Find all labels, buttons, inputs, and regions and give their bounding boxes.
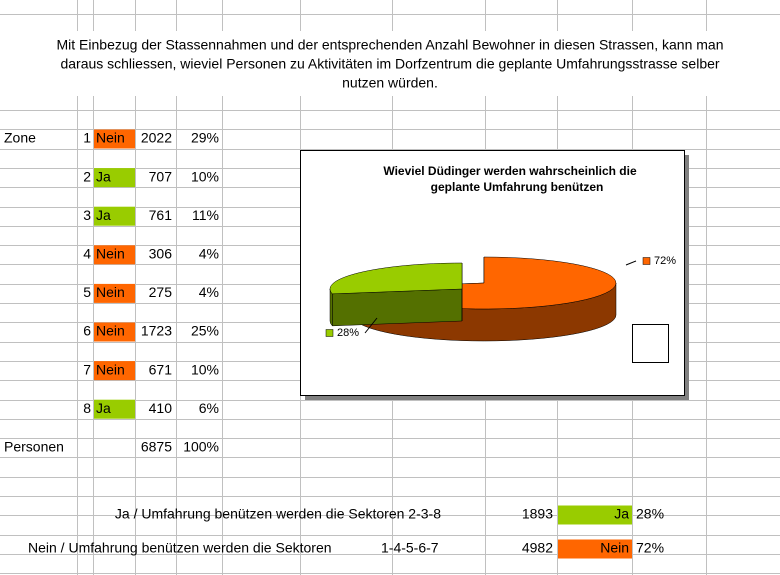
chart-title: Wieviel Düdinger werden wahrscheinlich d… — [383, 164, 637, 178]
summary-count: 4982 — [522, 540, 553, 556]
label-key — [642, 257, 651, 265]
zone-number: 4 — [83, 246, 91, 262]
share: 4% — [199, 246, 219, 262]
answer: Nein — [96, 246, 125, 262]
total-share: 100% — [183, 439, 219, 455]
zone-number: 2 — [83, 168, 91, 184]
answer-cell — [558, 505, 632, 525]
zone-number: 7 — [83, 361, 91, 377]
count: 761 — [149, 207, 173, 223]
data-label: 28% — [337, 327, 359, 339]
zone-number: 3 — [83, 207, 91, 223]
cells: 1 Nein 2022 29% 2 Ja 707 10% 3 Ja 761 11% 4 Nein 306 4%… — [28, 129, 664, 559]
summary-count: 1893 — [522, 506, 553, 522]
summary-share: 28% — [636, 506, 664, 522]
summary-sectors: 1-4-5-6-7 — [381, 540, 439, 556]
title-cell — [0, 31, 780, 96]
summary-answer: Nein — [600, 540, 629, 556]
share: 4% — [199, 284, 219, 300]
header-line: daraus schliessen, wieviel Personen zu A… — [60, 56, 719, 72]
answer-cell — [94, 283, 135, 303]
total-count: 6875 — [141, 439, 172, 455]
summary-text: Nein / Umfahrung benützen werden die Sek… — [28, 540, 332, 556]
answer-cell — [94, 399, 135, 419]
slice-face — [332, 288, 463, 327]
count: 306 — [149, 246, 173, 262]
leader-line — [364, 317, 378, 334]
chart-title: geplante Umfahrung benützen — [431, 180, 604, 194]
summary-text: Ja / Umfahrung benützen werden die Sekto… — [115, 506, 441, 522]
count: 707 — [149, 168, 173, 184]
header-line: Mit Einbezug der Stassennahmen und der e… — [57, 37, 724, 53]
pie: 28%72%12 — [325, 255, 676, 360]
answer-cell — [558, 539, 632, 559]
share: 10% — [191, 361, 219, 377]
answer-cell — [94, 168, 135, 188]
answer: Nein — [96, 284, 125, 300]
answer-cell — [94, 361, 135, 381]
share: 6% — [199, 400, 219, 416]
zone-number: 6 — [83, 323, 91, 339]
count: 275 — [149, 284, 173, 300]
count: 410 — [149, 400, 173, 416]
share: 29% — [191, 130, 219, 146]
summary-answer: Ja — [614, 506, 629, 522]
answer-cell — [94, 206, 135, 226]
count: 1723 — [141, 323, 172, 339]
zone-label: Zone — [4, 130, 36, 146]
slice-side — [329, 288, 333, 327]
answer-cell — [94, 245, 135, 265]
label-key — [325, 329, 334, 337]
answer: Nein — [96, 323, 125, 339]
zone-number: 8 — [83, 400, 91, 416]
data-label: 72% — [654, 255, 676, 267]
share: 25% — [191, 323, 219, 339]
answer-cell — [94, 129, 135, 149]
total-label: Personen — [4, 439, 64, 455]
count: 2022 — [141, 130, 172, 146]
summary-share: 72% — [636, 540, 664, 556]
answer: Nein — [96, 361, 125, 377]
answer: Ja — [96, 168, 111, 184]
leader-line — [625, 260, 637, 266]
header-line: nutzen würden. — [342, 75, 438, 91]
answer-cell — [94, 322, 135, 342]
share: 11% — [192, 207, 219, 223]
count: 671 — [149, 361, 173, 377]
answer: Ja — [96, 400, 111, 416]
share: 10% — [191, 168, 219, 184]
slice — [329, 262, 463, 295]
zone-number: 5 — [83, 284, 91, 300]
legend-box — [632, 324, 669, 363]
answer: Nein — [96, 130, 125, 146]
answer: Ja — [96, 207, 111, 223]
zone-number: 1 — [83, 130, 91, 146]
